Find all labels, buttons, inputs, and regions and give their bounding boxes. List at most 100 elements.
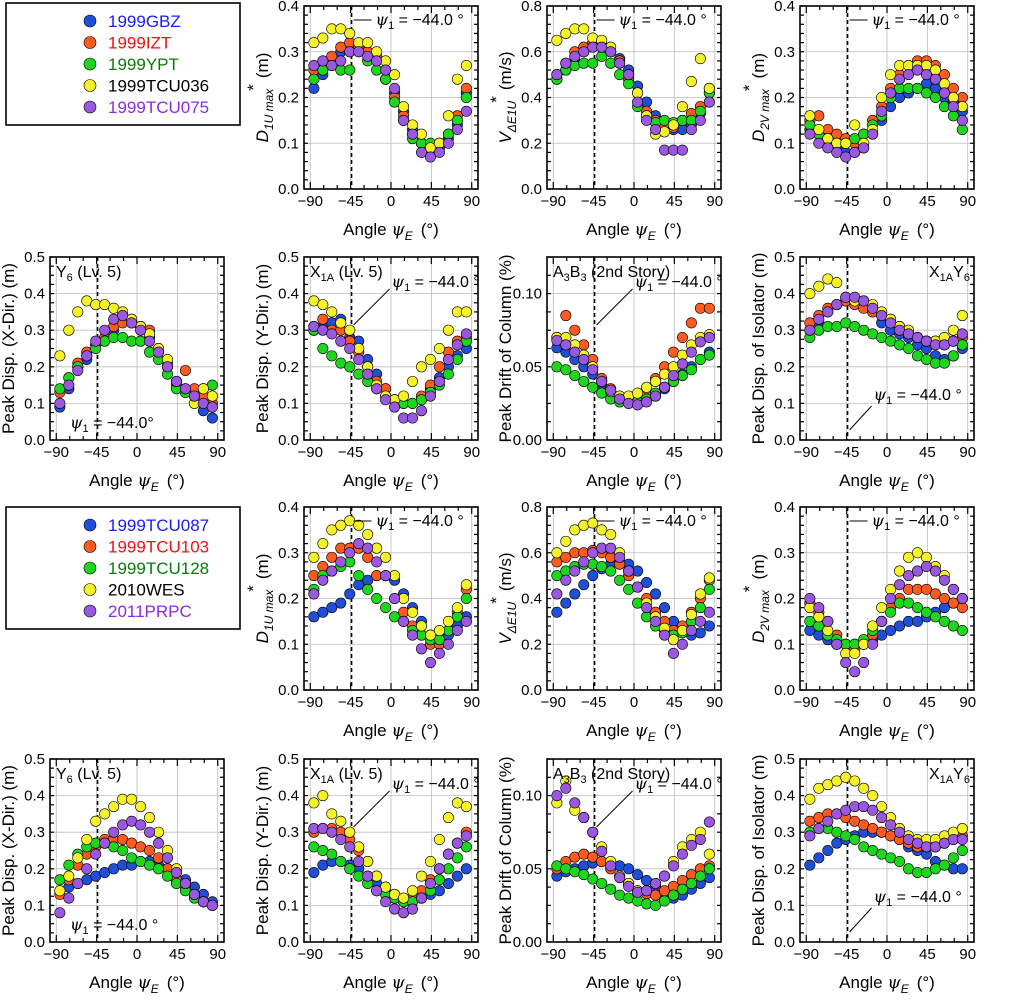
data-point-1999TCU075 [442, 353, 454, 365]
data-point-1999TCU075 [54, 397, 66, 409]
y-axis-label: Peak Disp. (X-Dir.) (m) [0, 263, 18, 434]
x-axis-label: Angle ψE (°) [839, 471, 935, 494]
data-point-1999TCU036 [956, 310, 968, 322]
data-point-1999IZT [703, 302, 715, 314]
data-point-1999TCU075 [117, 310, 129, 322]
data-point-2010WES [460, 579, 472, 591]
x-tick-label: −90 [298, 694, 323, 711]
data-point-2011PRPC [641, 602, 653, 614]
x-axis-label: Angle ψE (°) [343, 721, 439, 744]
x-tick-label: −45 [338, 444, 363, 461]
legend-label: 1999TCU103 [108, 538, 209, 557]
data-point-1999TCU036 [442, 110, 454, 122]
data-point-2010WES [822, 625, 834, 637]
data-point-2011PRPC [179, 877, 191, 889]
chart-panel-11: −90 −45 0 45 90 0.0 0.1 0.2 0.3 0.4 0.5 Y6 (Lv. 5) ψ… [0, 751, 226, 996]
data-point-2011PRPC [560, 574, 572, 586]
y-axis-label: Peak Drift of Column (%) [496, 757, 515, 945]
psi1-annotation: ψ1 = −44.0 ° [874, 887, 962, 909]
data-point-1999TCU103 [938, 592, 950, 604]
plot-area-frame [303, 256, 479, 441]
data-point-1999TCU075 [911, 64, 923, 76]
data-point-1999TCU087 [650, 588, 662, 600]
data-point-1999TCU075 [867, 302, 879, 314]
data-point-2011PRPC [822, 815, 834, 827]
data-point-1999TCU075 [188, 390, 200, 402]
data-point-2011PRPC [398, 615, 410, 627]
data-point-2011PRPC [460, 830, 472, 842]
y-tick-label: 0.05 [513, 359, 542, 376]
data-point-2011PRPC [596, 845, 608, 857]
legend-label: 2011PRPC [108, 602, 192, 621]
data-point-1999TCU075 [433, 146, 445, 158]
x-tick-label: −45 [84, 946, 109, 963]
data-point-1999TCU128 [587, 873, 599, 885]
data-point-1999TCU128 [596, 560, 608, 572]
data-point-1999TCU087 [317, 606, 329, 618]
data-point-2011PRPC [326, 565, 338, 577]
data-point-2010WES [308, 797, 320, 809]
x-axis-label: Angle ψE (°) [343, 973, 439, 996]
data-point-2011PRPC [353, 855, 365, 867]
data-point-2010WES [335, 815, 347, 827]
data-point-2011PRPC [849, 666, 861, 678]
annotation-leader [596, 790, 633, 828]
y-tick-label: 0.2 [24, 359, 45, 376]
data-point-1999TCU128 [460, 592, 472, 604]
data-point-1999TCU075 [380, 394, 392, 406]
data-point-2010WES [424, 855, 436, 867]
data-point-2011PRPC [380, 896, 392, 908]
panel-title: X1AY6 [929, 264, 970, 284]
y-tick-label: 0.5 [24, 249, 45, 266]
data-point-1999TCU075 [867, 128, 879, 140]
data-point-1999TCU075 [650, 124, 662, 136]
x-tick-label: 0 [133, 946, 141, 963]
data-point-1999TCU128 [694, 602, 706, 614]
data-point-2010WES [667, 634, 679, 646]
y-tick-label: 0.2 [774, 861, 795, 878]
data-point-1999TCU036 [460, 306, 472, 318]
data-point-1999TCU075 [929, 73, 941, 85]
data-point-1999TCU075 [623, 69, 635, 81]
annotation-leader [849, 907, 872, 933]
y-tick-label: 0.4 [24, 788, 45, 805]
y-tick-label: 0.2 [278, 90, 299, 107]
data-point-2011PRPC [161, 852, 173, 864]
data-point-1999TCU036 [703, 82, 715, 94]
data-point-2011PRPC [460, 615, 472, 627]
psi1-annotation: ψ1 = −44.0 ° [392, 774, 480, 796]
y-tick-label: 0.0 [521, 682, 542, 699]
data-point-1999YPT [956, 124, 968, 136]
x-tick-label: 0 [883, 694, 891, 711]
data-point-1999YPT [317, 342, 329, 354]
data-point-1999TCU075 [407, 128, 419, 140]
data-point-2011PRPC [956, 834, 968, 846]
data-point-2011PRPC [813, 602, 825, 614]
chart-panel-1: −90 −45 0 45 90 0.0 0.1 0.2 0.3 0.4 ψ1 = −44.0 ° An… [244, 0, 480, 243]
legend-frame [5, 506, 241, 630]
data-point-2010WES [451, 602, 463, 614]
data-point-1999TCU036 [197, 383, 209, 395]
data-point-2010WES [460, 801, 472, 813]
x-tick-label: −90 [541, 193, 566, 210]
legend-label: 1999IZT [108, 34, 171, 53]
chart-panel-7: −90 −45 0 45 90 0.0 0.1 0.2 0.3 0.4 0.5 X1AY6 ψ1 = −… [749, 249, 976, 494]
data-point-1999TCU087 [658, 602, 670, 614]
legend-marker [83, 100, 97, 114]
plot-area-frame [49, 256, 225, 441]
data-point-1999YPT [560, 364, 572, 376]
psi1-annotation: ψ1 = −44.0 ° [376, 511, 464, 533]
y-axis-label: VΔE1U*(m/s) [487, 552, 519, 644]
x-tick-label: 0 [883, 193, 891, 210]
data-point-1999TCU075 [569, 346, 581, 358]
data-point-1999TCU075 [326, 328, 338, 340]
data-point-1999TCU128 [658, 895, 670, 907]
data-point-1999YPT [344, 64, 356, 76]
data-point-2011PRPC [911, 565, 923, 577]
data-point-1999TCU075 [551, 69, 563, 81]
data-point-2010WES [920, 551, 932, 563]
data-point-1999TCU036 [551, 34, 563, 46]
panel-title: X1A (Lv. 5) [310, 264, 383, 284]
y-axis-label: D2V max*(m) [740, 53, 772, 142]
data-point-1999TCU075 [685, 346, 697, 358]
